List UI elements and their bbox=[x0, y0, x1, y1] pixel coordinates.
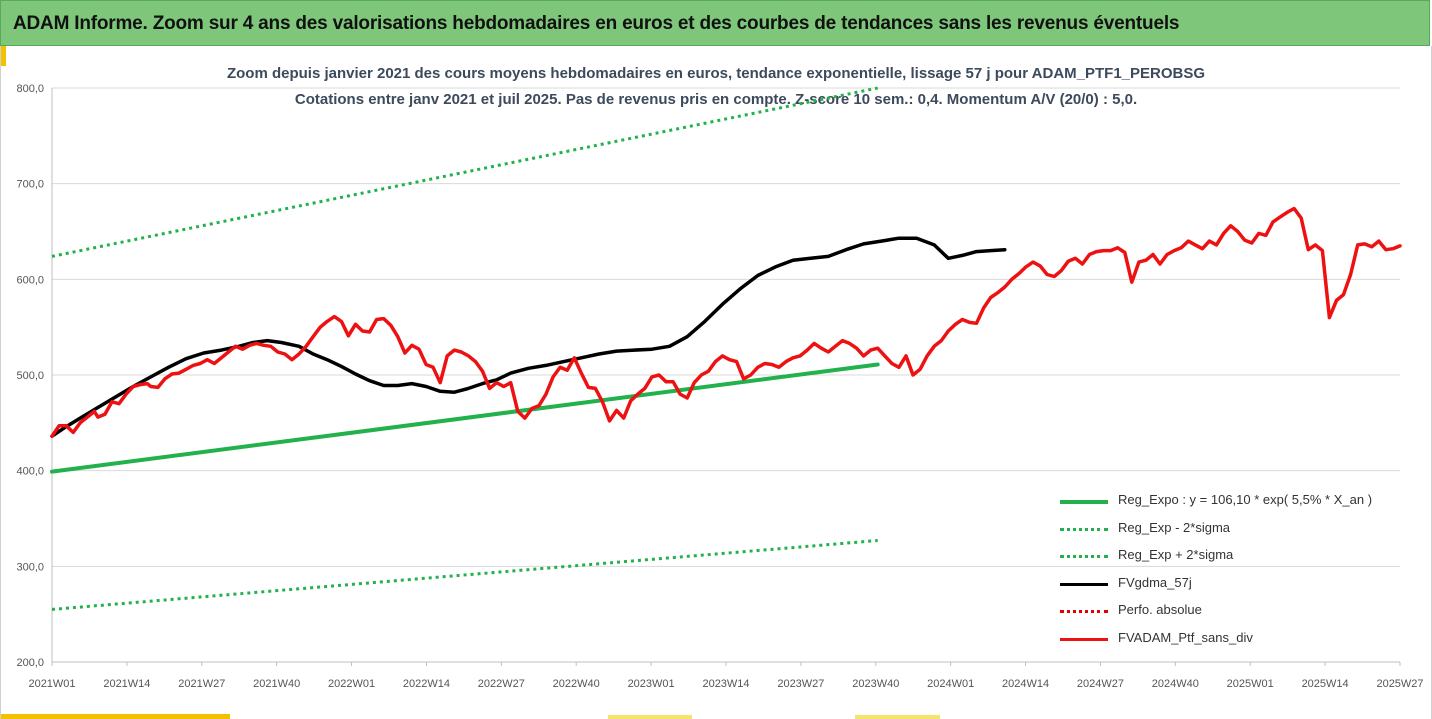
x-tick-label: 2021W27 bbox=[178, 678, 225, 690]
chart-title: Zoom depuis janvier 2021 des cours moyen… bbox=[226, 65, 1206, 82]
y-tick-label: 200,0 bbox=[16, 657, 44, 669]
corner-mark-bottom-mid bbox=[608, 715, 692, 719]
x-tick-label: 2021W14 bbox=[103, 678, 150, 690]
y-tick-label: 700,0 bbox=[16, 179, 44, 191]
legend-label: Reg_Expo : y = 106,10 * exp( 5,5% * X_an… bbox=[1118, 492, 1373, 507]
corner-mark-top-left bbox=[0, 46, 6, 66]
chart-subtitle: Cotations entre janv 2021 et juil 2025. … bbox=[294, 91, 1138, 108]
x-tick-label: 2025W27 bbox=[1376, 678, 1423, 690]
x-tick-label: 2024W14 bbox=[1002, 678, 1049, 690]
series-line-3 bbox=[50, 236, 1007, 438]
x-tick-label: 2021W40 bbox=[253, 678, 300, 690]
series-line-1 bbox=[51, 86, 878, 258]
legend-item: FVADAM_Ptf_sans_div bbox=[1058, 626, 1358, 654]
legend-swatch bbox=[1060, 527, 1108, 531]
legend-swatch bbox=[1060, 555, 1108, 558]
x-tick-label: 2024W27 bbox=[1077, 678, 1124, 690]
corner-mark-bottom-right bbox=[855, 715, 940, 719]
legend-label: Perfo. absolue bbox=[1118, 602, 1202, 617]
x-tick-label: 2024W40 bbox=[1152, 678, 1199, 690]
legend-label: Reg_Exp + 2*sigma bbox=[1118, 547, 1234, 562]
report-title: ADAM Informe. Zoom sur 4 ans des valoris… bbox=[13, 13, 1180, 34]
legend-item: Perfo. absolue bbox=[1058, 598, 1358, 626]
y-tick-label: 800,0 bbox=[16, 83, 44, 95]
x-tick-label: 2022W14 bbox=[403, 678, 450, 690]
x-tick-label: 2023W01 bbox=[628, 678, 675, 690]
report-banner: ADAM Informe. Zoom sur 4 ans des valoris… bbox=[0, 0, 1430, 46]
chart-legend: Reg_Expo : y = 106,10 * exp( 5,5% * X_an… bbox=[1058, 488, 1372, 654]
corner-mark-bottom-left bbox=[0, 714, 230, 719]
x-tick-label: 2022W40 bbox=[553, 678, 600, 690]
y-tick-label: 600,0 bbox=[16, 274, 44, 286]
legend-swatch bbox=[1060, 582, 1108, 586]
legend-swatch bbox=[1060, 500, 1108, 504]
x-tick-label: 2022W01 bbox=[328, 678, 375, 690]
legend-label: FVgdma_57j bbox=[1118, 574, 1192, 590]
legend-item: Reg_Exp + 2*sigma bbox=[1058, 543, 1358, 571]
x-tick-label: 2021W01 bbox=[28, 678, 75, 690]
legend-swatch bbox=[1060, 610, 1108, 613]
y-tick-label: 400,0 bbox=[16, 466, 44, 478]
series-line-5 bbox=[50, 206, 1402, 438]
y-tick-label: 300,0 bbox=[16, 561, 44, 573]
legend-label: FVADAM_Ptf_sans_div bbox=[1118, 629, 1253, 645]
series-line-2 bbox=[51, 539, 878, 611]
x-tick-label: 2023W27 bbox=[777, 678, 824, 690]
legend-item: FVgdma_57j bbox=[1058, 571, 1358, 599]
legend-label: Reg_Exp - 2*sigma bbox=[1118, 519, 1230, 535]
legend-item: Reg_Expo : y = 106,10 * exp( 5,5% * X_an… bbox=[1058, 488, 1372, 516]
x-tick-label: 2022W27 bbox=[478, 678, 525, 690]
legend-item: Reg_Exp - 2*sigma bbox=[1058, 516, 1358, 544]
x-tick-label: 2023W14 bbox=[702, 678, 749, 690]
x-tick-label: 2023W40 bbox=[852, 678, 899, 690]
x-tick-label: 2025W14 bbox=[1302, 678, 1349, 690]
series-line-0 bbox=[50, 362, 880, 474]
y-tick-label: 500,0 bbox=[16, 370, 44, 382]
legend-swatch bbox=[1060, 637, 1108, 641]
x-tick-label: 2025W01 bbox=[1227, 678, 1274, 690]
x-tick-label: 2024W01 bbox=[927, 678, 974, 690]
